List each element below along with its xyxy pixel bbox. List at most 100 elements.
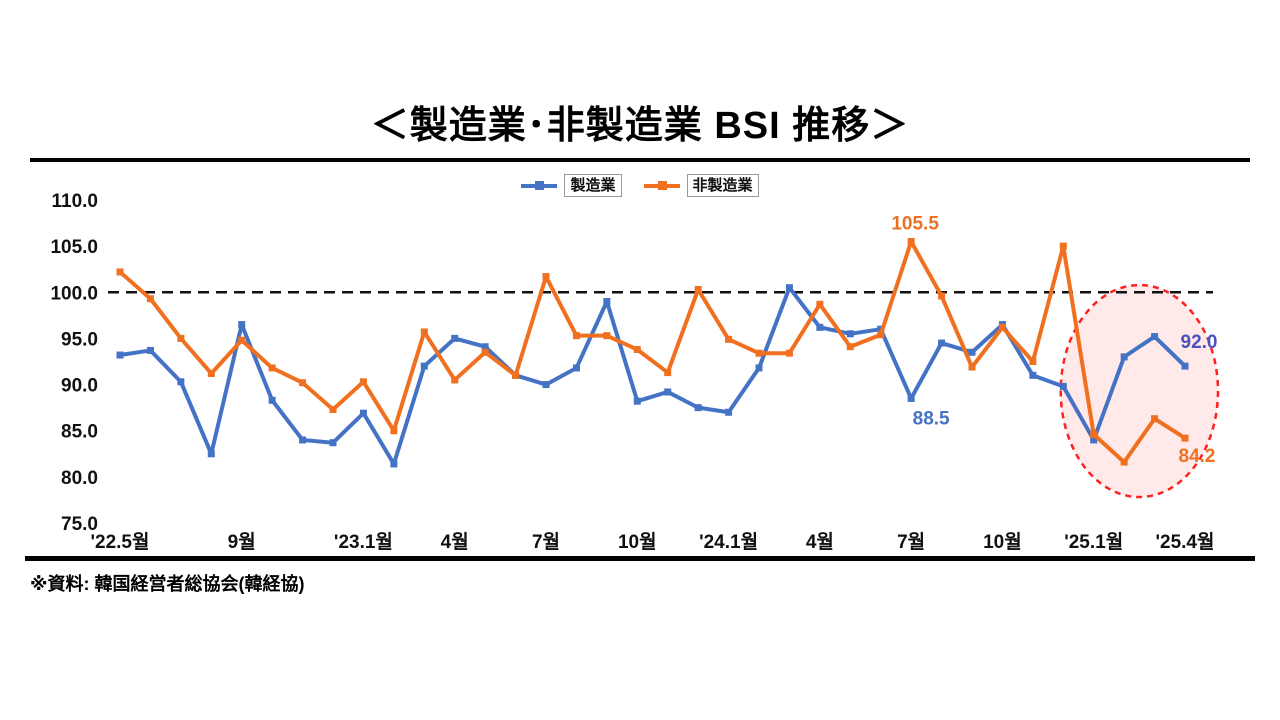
data-point-non-manufacturing <box>998 323 1006 331</box>
legend-item-non-manufacturing: 非製造業 <box>643 174 759 197</box>
legend: 製造業 非製造業 <box>0 174 1280 197</box>
data-point-non-manufacturing <box>938 292 946 300</box>
series-line-manufacturing <box>118 285 1187 466</box>
data-point-non-manufacturing <box>116 268 124 276</box>
legend-label: 非製造業 <box>686 174 759 197</box>
data-point-non-manufacturing <box>542 273 550 281</box>
data-point-non-manufacturing <box>1029 358 1037 365</box>
data-point-non-manufacturing <box>481 348 489 356</box>
data-point-non-manufacturing <box>725 335 733 343</box>
data-point-manufacturing <box>1090 436 1098 444</box>
data-point-manufacturing <box>1181 362 1189 370</box>
legend-line-swatch <box>643 181 680 190</box>
data-point-manufacturing <box>451 334 459 342</box>
data-point-manufacturing <box>299 436 307 444</box>
data-point-non-manufacturing <box>968 363 976 371</box>
title-divider <box>30 158 1250 162</box>
data-point-manufacturing <box>755 364 763 372</box>
data-point-non-manufacturing <box>299 379 307 387</box>
data-point-non-manufacturing <box>177 334 185 342</box>
data-point-non-manufacturing <box>1059 242 1067 250</box>
data-point-manufacturing <box>785 284 793 292</box>
y-tick-label: 105.0 <box>50 237 98 258</box>
data-point-manufacturing <box>1120 353 1128 361</box>
data-point-manufacturing <box>177 378 185 386</box>
data-point-non-manufacturing <box>785 349 793 357</box>
data-point-manufacturing <box>390 460 398 468</box>
data-point-non-manufacturing <box>359 378 367 386</box>
x-tick-label: '24.1월 <box>699 531 758 553</box>
data-point-non-manufacturing <box>390 427 398 435</box>
legend-line-swatch <box>521 181 558 190</box>
data-point-manufacturing <box>907 394 915 402</box>
data-point-manufacturing <box>816 323 824 331</box>
x-tick-label: 10월 <box>983 531 1022 553</box>
data-point-non-manufacturing <box>238 336 246 344</box>
data-point-manufacturing <box>603 298 611 306</box>
data-point-non-manufacturing <box>694 286 702 294</box>
y-tick-label: 100.0 <box>50 283 98 304</box>
data-point-non-manufacturing <box>603 332 611 340</box>
data-point-manufacturing <box>694 404 702 412</box>
x-tick-label: 10월 <box>618 531 657 553</box>
data-point-manufacturing <box>846 330 854 338</box>
series-non-manufacturing <box>116 238 1189 466</box>
annotation-84.2: 84.2 <box>1179 446 1216 467</box>
x-tick-label: 7월 <box>897 531 925 553</box>
data-point-non-manufacturing <box>816 300 824 308</box>
data-point-manufacturing <box>542 381 550 389</box>
data-point-non-manufacturing <box>268 364 276 372</box>
data-point-non-manufacturing <box>1151 415 1159 423</box>
legend-marker-icon <box>535 181 545 190</box>
data-point-non-manufacturing <box>1090 430 1098 438</box>
data-point-non-manufacturing <box>451 376 459 384</box>
data-point-non-manufacturing <box>664 369 672 377</box>
data-point-manufacturing <box>633 397 641 405</box>
x-tick-label: '23.1월 <box>334 531 393 553</box>
y-tick-label: 90.0 <box>61 376 98 397</box>
data-point-manufacturing <box>572 364 580 372</box>
x-tick-label: '25.1월 <box>1064 531 1123 553</box>
data-point-non-manufacturing <box>846 343 854 351</box>
x-tick-label: '22.5월 <box>91 531 150 553</box>
data-point-manufacturing <box>116 351 124 359</box>
x-tick-label: 4월 <box>441 531 469 553</box>
x-tick-label: 7월 <box>532 531 560 553</box>
data-point-manufacturing <box>329 439 337 447</box>
data-point-non-manufacturing <box>329 405 337 413</box>
data-point-manufacturing <box>664 388 672 396</box>
data-point-non-manufacturing <box>633 346 641 354</box>
data-point-manufacturing <box>238 321 246 329</box>
data-point-non-manufacturing <box>420 328 428 336</box>
legend-label: 製造業 <box>564 174 622 197</box>
data-point-manufacturing <box>207 450 215 458</box>
data-point-manufacturing <box>1151 333 1159 341</box>
legend-marker-icon <box>657 181 667 190</box>
y-tick-label: 85.0 <box>61 422 98 443</box>
data-point-non-manufacturing <box>207 369 215 377</box>
y-tick-label: 95.0 <box>61 329 98 350</box>
x-tick-label: 4월 <box>806 531 834 553</box>
data-point-non-manufacturing <box>146 295 154 303</box>
legend-item-manufacturing: 製造業 <box>521 174 622 197</box>
data-point-manufacturing <box>1059 382 1067 390</box>
series-manufacturing <box>116 284 1189 468</box>
data-point-non-manufacturing <box>1181 434 1189 442</box>
data-point-non-manufacturing <box>907 238 915 246</box>
data-point-non-manufacturing <box>755 349 763 357</box>
highlight-ellipse <box>1059 283 1220 499</box>
data-point-non-manufacturing <box>877 331 885 339</box>
series-line-non-manufacturing <box>118 239 1187 465</box>
data-point-manufacturing <box>481 343 489 351</box>
data-point-non-manufacturing <box>572 332 580 340</box>
data-point-manufacturing <box>268 396 276 404</box>
data-point-non-manufacturing <box>512 371 520 379</box>
y-tick-label: 75.0 <box>61 514 98 535</box>
x-tick-label: 9월 <box>228 531 256 553</box>
data-point-manufacturing <box>359 409 367 417</box>
data-point-manufacturing <box>968 348 976 356</box>
footer-divider <box>25 556 1255 561</box>
annotation-105.5: 105.5 <box>891 214 939 235</box>
